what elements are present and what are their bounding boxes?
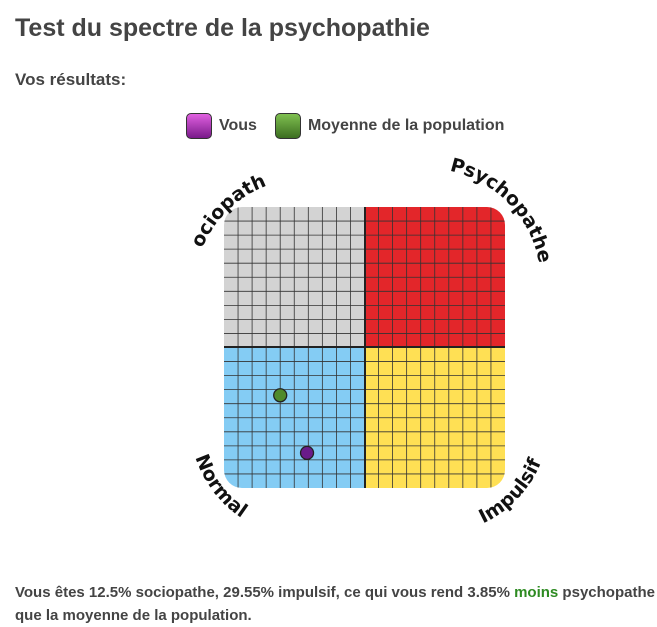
results-heading: Vos résultats: [15, 70, 127, 89]
result-text-before: Vous êtes 12.5% sociopathe, 29.55% impul… [15, 584, 515, 601]
chart-legend: Vous Moyenne de la population [186, 113, 522, 139]
page-title: Test du spectre de la psychopathie [15, 14, 430, 42]
quadrant-label-sociopathe: Sociopathe [0, 0, 269, 251]
legend-swatch-you [186, 113, 212, 139]
legend-label-population: Moyenne de la population [307, 117, 505, 134]
psychopathy-chart: Sociopathe Psychopathe Normal Impulsif [0, 0, 556, 528]
legend-swatch-population [274, 113, 301, 139]
result-highlight: moins [514, 584, 559, 601]
quadrant-chart-svg: Sociopathe Psychopathe Normal Impulsif [0, 0, 556, 528]
point-population-average [273, 388, 288, 403]
legend-label-you: Vous [219, 117, 257, 134]
result-summary: Vous êtes 12.5% sociopathe, 29.55% impul… [15, 581, 655, 627]
legend-item-you: Vous [186, 113, 257, 139]
legend-item-population: Moyenne de la population [274, 113, 505, 139]
point-you [299, 445, 315, 461]
